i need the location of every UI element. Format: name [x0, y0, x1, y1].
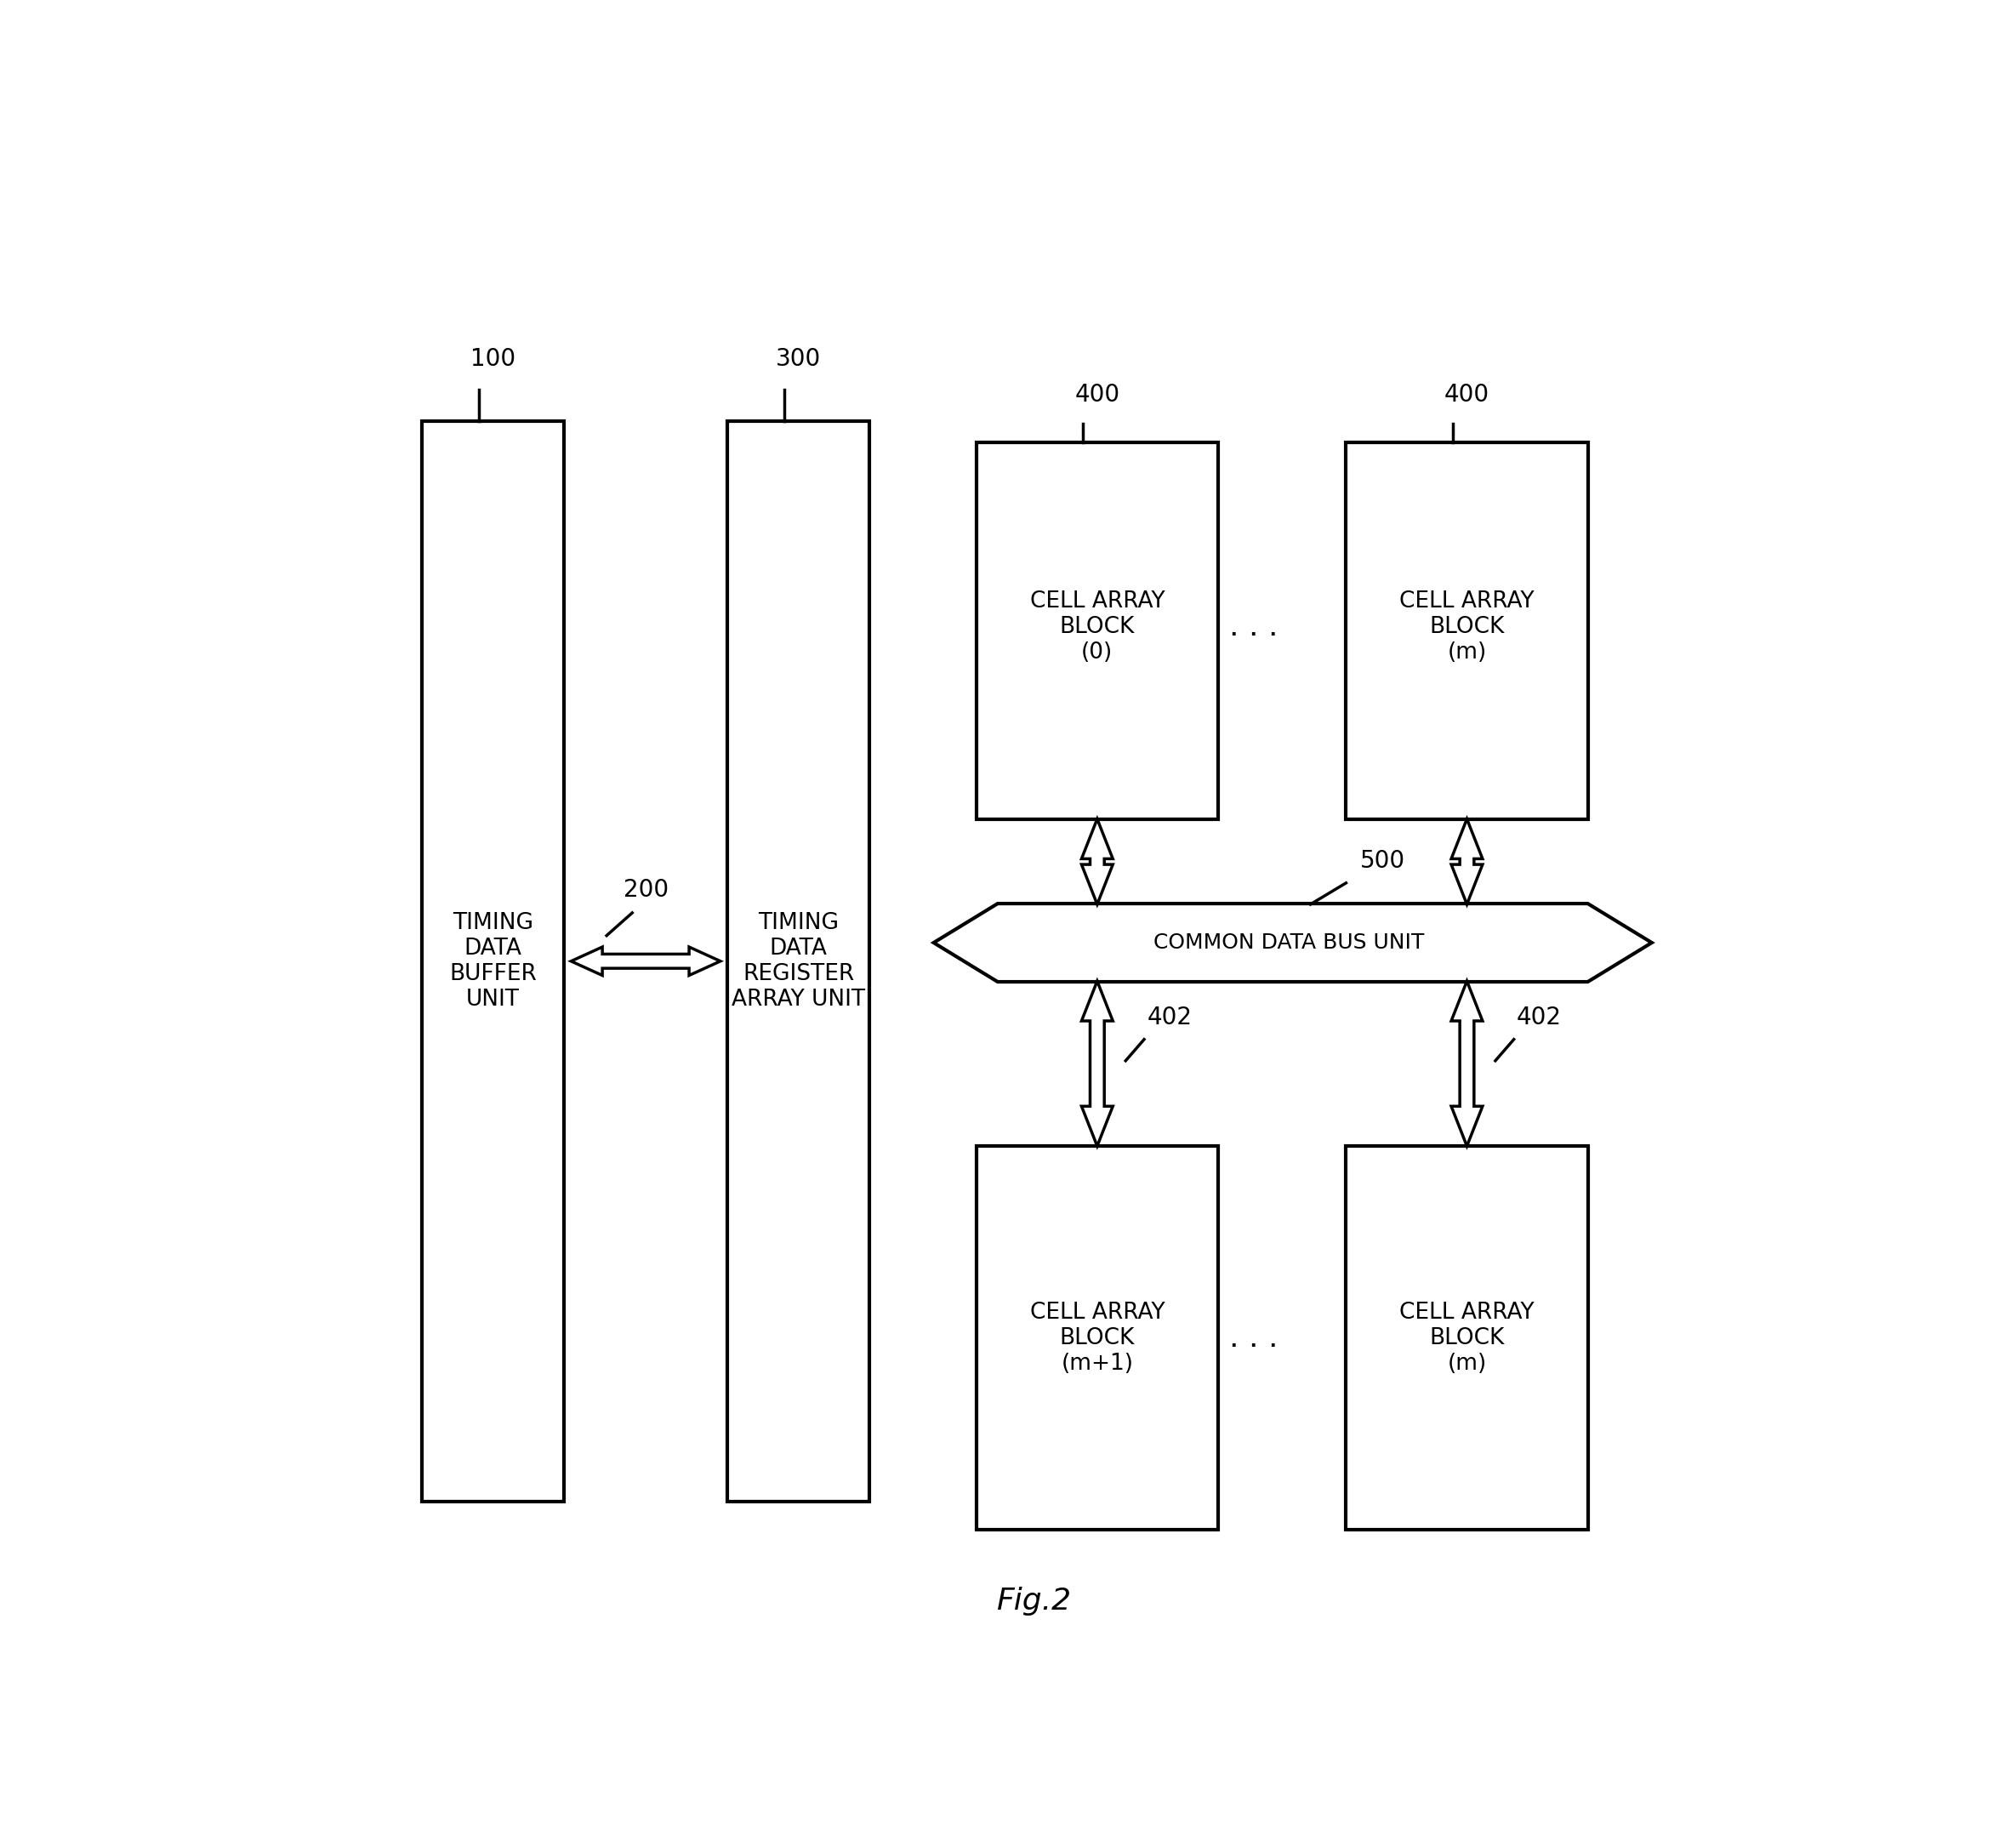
Text: . . .: . . . — [1230, 613, 1278, 641]
Text: 300: 300 — [776, 347, 821, 371]
Text: CELL ARRAY
BLOCK
(m+1): CELL ARRAY BLOCK (m+1) — [1030, 1302, 1165, 1374]
Text: 200: 200 — [623, 877, 669, 901]
Text: TIMING
DATA
REGISTER
ARRAY UNIT: TIMING DATA REGISTER ARRAY UNIT — [732, 912, 865, 1010]
Polygon shape — [1081, 981, 1113, 1145]
Bar — [976, 1145, 1218, 1529]
Text: 402: 402 — [1516, 1005, 1562, 1029]
Text: Fig.2: Fig.2 — [996, 1587, 1070, 1616]
Text: CELL ARRAY
BLOCK
(m): CELL ARRAY BLOCK (m) — [1399, 1302, 1534, 1374]
Text: 400: 400 — [1075, 382, 1119, 406]
Text: 100: 100 — [470, 347, 516, 371]
Text: . . .: . . . — [1230, 1324, 1278, 1352]
Text: COMMON DATA BUS UNIT: COMMON DATA BUS UNIT — [1153, 933, 1425, 953]
Polygon shape — [1452, 818, 1482, 905]
Polygon shape — [933, 903, 1651, 983]
Bar — [728, 421, 869, 1502]
Text: 400: 400 — [1443, 382, 1490, 406]
Bar — [421, 421, 564, 1502]
Polygon shape — [571, 948, 720, 975]
Text: 402: 402 — [1147, 1005, 1191, 1029]
Text: TIMING
DATA
BUFFER
UNIT: TIMING DATA BUFFER UNIT — [450, 912, 536, 1010]
Text: CELL ARRAY
BLOCK
(0): CELL ARRAY BLOCK (0) — [1030, 591, 1165, 663]
Bar — [1347, 441, 1589, 818]
Bar — [1347, 1145, 1589, 1529]
Text: 500: 500 — [1361, 850, 1405, 874]
Polygon shape — [1081, 818, 1113, 905]
Bar — [976, 441, 1218, 818]
Polygon shape — [1452, 981, 1482, 1145]
Text: CELL ARRAY
BLOCK
(m): CELL ARRAY BLOCK (m) — [1399, 591, 1534, 663]
